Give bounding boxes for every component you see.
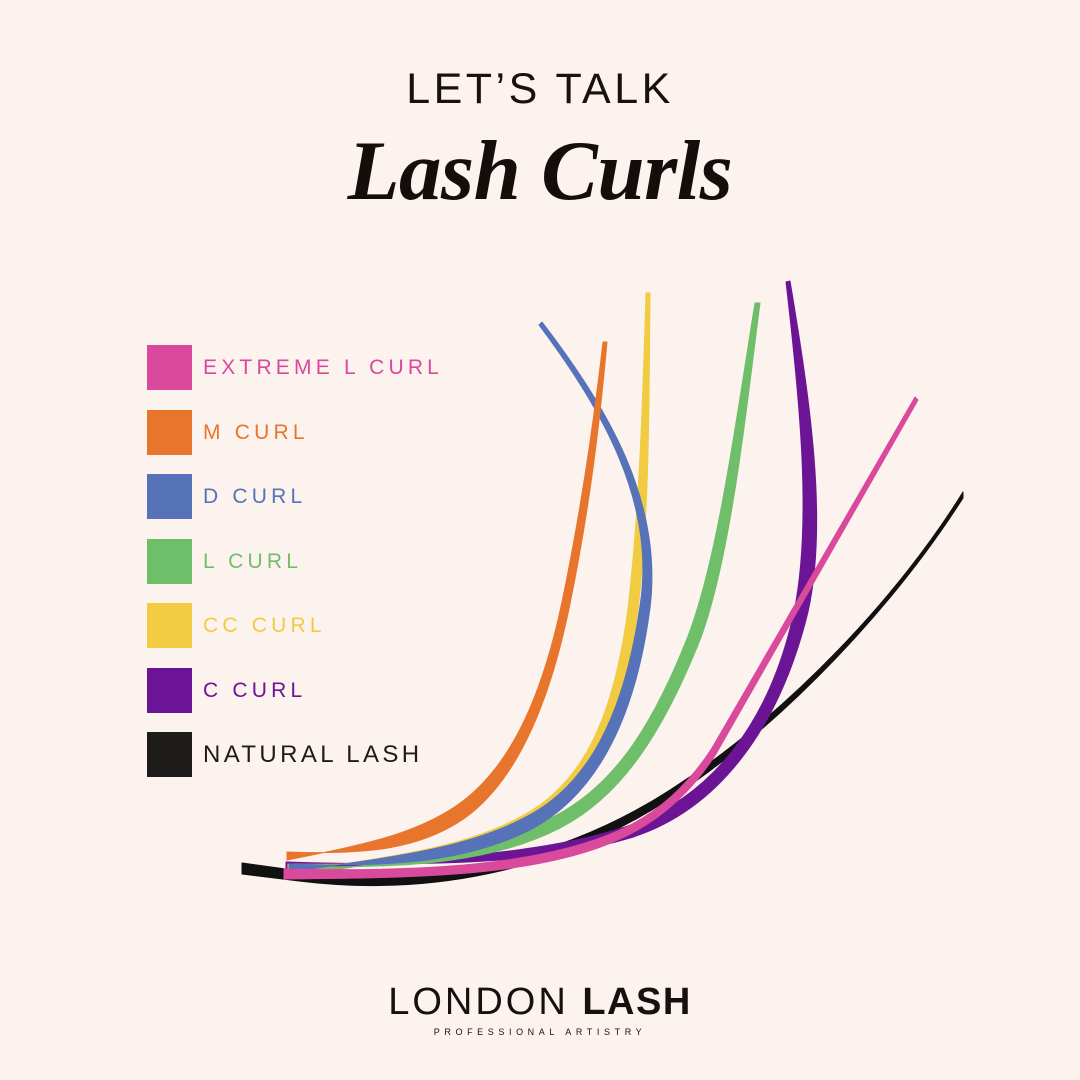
legend-swatch-natural-lash [147,732,192,777]
legend-swatch-extreme-l-curl [147,345,192,390]
legend-label-d-curl: D CURL [203,485,307,508]
title-block: LET’S TALK Lash Curls [0,68,1080,214]
legend-label-l-curl: L CURL [203,549,303,573]
legend-item-cc-curl[interactable]: CC CURL [147,603,487,648]
legend-label-extreme-l-curl: EXTREME L CURL [203,356,444,379]
lash-curve-m-curl [286,341,608,861]
legend: EXTREME L CURL M CURL D CURL L CURL CC CURL C… [147,345,487,797]
lash-curve-d-curl [288,321,653,873]
logo-wordmark: LONDON LASH [0,983,1080,1021]
lash-curve-extreme-l-curl [283,396,919,880]
lash-curve-c-curl [285,280,818,873]
legend-label-natural-lash: NATURAL LASH [203,741,423,768]
legend-swatch-d-curl [147,474,192,519]
legend-label-m-curl: M CURL [203,420,309,444]
logo-tagline: PROFESSIONAL ARTISTRY [433,1027,647,1037]
legend-swatch-m-curl [147,409,192,455]
legend-item-l-curl[interactable]: L CURL [147,538,487,584]
legend-swatch-c-curl [147,667,192,713]
logo-lash-text: LASH [582,981,692,1023]
legend-item-c-curl[interactable]: C CURL [147,667,487,713]
legend-label-cc-curl: CC CURL [203,614,326,637]
legend-item-d-curl[interactable]: D CURL [147,474,487,519]
brand-logo: LONDON LASH PROFESSIONAL ARTISTRY [0,983,1080,1037]
legend-item-m-curl[interactable]: M CURL [147,409,487,455]
legend-label-c-curl: C CURL [203,678,307,702]
legend-item-extreme-l-curl[interactable]: EXTREME L CURL [147,345,487,390]
legend-swatch-cc-curl [147,603,192,648]
logo-london-text: LONDON [388,981,569,1023]
lash-curve-l-curl [289,302,761,877]
kicker-text: LET’S TALK [406,65,674,113]
legend-item-natural-lash[interactable]: NATURAL LASH [147,732,487,777]
legend-swatch-l-curl [147,538,192,584]
page-title: Lash Curls [347,124,733,218]
